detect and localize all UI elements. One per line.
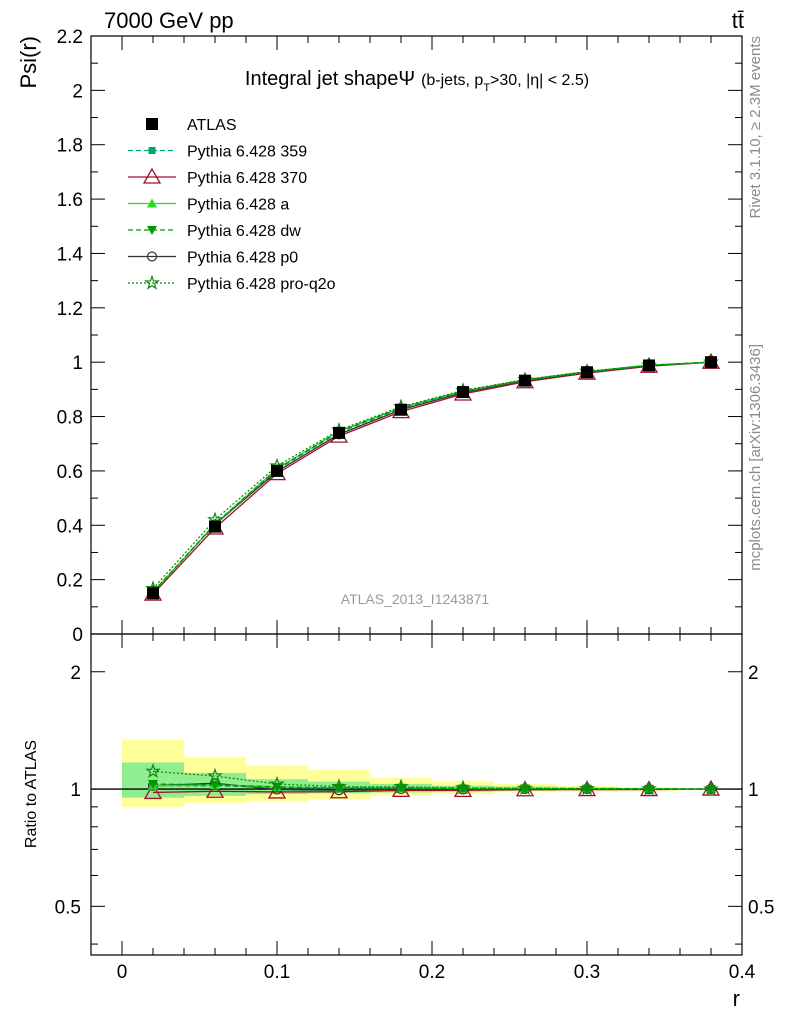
main-point-data bbox=[457, 386, 469, 399]
main-series-line-pq2o bbox=[152, 361, 712, 590]
legend-label-pdw: Pythia 6.428 dw bbox=[187, 223, 301, 240]
ratio-point-pq2o bbox=[641, 780, 657, 796]
ratio-series-line-pq2o bbox=[152, 770, 712, 790]
main-series-line-pp0 bbox=[152, 361, 712, 593]
ratio-point-pq2o bbox=[579, 780, 595, 796]
ratio-point-pq2o bbox=[207, 767, 223, 783]
main-series-line-p370 bbox=[152, 361, 712, 595]
ratio-axis-ticks: 0.5 0.5 1 1 2 2 0 0.1 0.2 0.3 0.4 bbox=[55, 634, 774, 983]
ratio-x-axis-label: r bbox=[733, 986, 740, 1011]
ratio-y-tick-label-right: 2 bbox=[748, 663, 759, 684]
legend-marker-pdw bbox=[147, 226, 157, 235]
ratio-point-p370 bbox=[143, 783, 163, 800]
legend-label-pp0: Pythia 6.428 p0 bbox=[187, 250, 298, 267]
main-series-line-pa bbox=[152, 361, 712, 593]
ratio-point-pq2o bbox=[703, 780, 719, 796]
legend-marker-pa bbox=[147, 198, 157, 208]
main-point-data bbox=[643, 359, 655, 372]
mcplots-label: mcplots.cern.ch [arXiv:1306.3436] bbox=[747, 344, 764, 571]
ratio-y-tick-label: 0.5 bbox=[55, 897, 81, 918]
main-y-tick-label: 1.6 bbox=[57, 190, 83, 211]
ratio-y-axis-label: Ratio to ATLAS bbox=[23, 740, 40, 848]
ratio-point-pdw bbox=[210, 780, 220, 790]
main-y-tick-label: 2.2 bbox=[57, 27, 83, 48]
ratio-x-tick-label: 0.2 bbox=[419, 962, 445, 983]
ratio-point-pq2o bbox=[393, 778, 409, 794]
main-y-tick-label: 0.2 bbox=[57, 571, 83, 592]
main-point-data bbox=[209, 520, 221, 533]
ratio-plot-frame bbox=[90, 633, 743, 956]
legend-marker-pp0 bbox=[146, 251, 158, 262]
ratio-x-tick-label: 0 bbox=[117, 962, 128, 983]
main-y-tick-label: 0.8 bbox=[57, 408, 83, 429]
chart-title-sub-T: T bbox=[483, 82, 490, 94]
main-point-data bbox=[147, 587, 159, 600]
ratio-point-pq2o bbox=[331, 778, 347, 794]
ratio-uncertainty-bands bbox=[91, 739, 742, 807]
legend-marker-p359 bbox=[148, 147, 156, 154]
main-y-tick-label: 1.2 bbox=[57, 299, 83, 320]
header-process-label: tt̄ bbox=[732, 8, 744, 33]
legend-label-p370: Pythia 6.428 370 bbox=[187, 170, 307, 187]
ratio-y-tick-label: 2 bbox=[70, 663, 81, 684]
main-y-axis-label: Psi(r) bbox=[16, 36, 41, 89]
chart-title-sub-suffix: >30, |η| < 2.5) bbox=[490, 72, 589, 89]
legend-marker-pq2o bbox=[144, 274, 160, 290]
ratio-series-layer bbox=[143, 763, 721, 800]
ratio-y-tick-label-right: 1 bbox=[748, 780, 759, 801]
main-y-tick-label: 1.8 bbox=[57, 136, 83, 157]
main-point-data bbox=[519, 374, 531, 387]
main-y-tick-label: 0.6 bbox=[57, 462, 83, 483]
ratio-point-pdw bbox=[458, 784, 468, 794]
legend: ATLAS Pythia 6.428 359 Pythia 6.428 370 Pyt… bbox=[128, 117, 336, 293]
main-point-data bbox=[333, 426, 345, 439]
main-y-tick-label: 1.4 bbox=[57, 244, 84, 265]
rivet-version-label: Rivet 3.1.10, ≥ 2.3M events bbox=[747, 36, 764, 219]
legend-marker-data bbox=[146, 118, 158, 130]
ratio-point-pq2o bbox=[269, 775, 285, 791]
main-y-tick-label: 0.4 bbox=[57, 516, 84, 537]
main-y-tick-label: 2 bbox=[72, 81, 83, 102]
chart-title-sub-prefix: (b-jets, p bbox=[421, 72, 483, 89]
ratio-y-tick-label: 1 bbox=[70, 780, 81, 801]
ratio-y-tick-label-right: 0.5 bbox=[748, 897, 774, 918]
main-point-data bbox=[581, 366, 593, 379]
chart-title-main: Integral jet shapeΨ bbox=[245, 68, 415, 90]
legend-marker-p370 bbox=[142, 167, 162, 184]
ratio-x-tick-label: 0.3 bbox=[574, 962, 600, 983]
analysis-watermark: ATLAS_2013_I1243871 bbox=[341, 591, 490, 607]
main-point-data bbox=[705, 356, 717, 369]
ratio-point-pdw bbox=[148, 780, 158, 790]
ratio-point-pq2o bbox=[517, 780, 533, 796]
main-series-layer bbox=[143, 352, 721, 601]
ratio-point-pq2o bbox=[455, 779, 471, 795]
main-y-tick-label: 0 bbox=[72, 625, 83, 646]
chart-title: Integral jet shapeΨ (b-jets, pT>30, |η| <… bbox=[245, 68, 589, 94]
main-series-line-pdw bbox=[152, 361, 712, 593]
main-series-line-p359 bbox=[152, 361, 712, 593]
header-energy-label: 7000 GeV pp bbox=[104, 8, 234, 33]
legend-label-pa: Pythia 6.428 a bbox=[187, 197, 289, 214]
legend-label-data: ATLAS bbox=[187, 117, 237, 134]
legend-label-p359: Pythia 6.428 359 bbox=[187, 144, 307, 161]
ratio-point-pq2o bbox=[145, 763, 161, 779]
ratio-point-p370 bbox=[205, 781, 225, 798]
main-y-tick-label: 1 bbox=[72, 353, 83, 374]
ratio-x-tick-label: 0.4 bbox=[729, 962, 756, 983]
main-point-data bbox=[271, 464, 283, 477]
main-axis-ticks: 0 0.2 0.4 0.6 0.8 1 1.2 1.4 1.6 1.8 2 2.2 bbox=[57, 27, 743, 646]
legend-label-pq2o: Pythia 6.428 pro-q2o bbox=[187, 276, 336, 293]
main-point-data bbox=[395, 403, 407, 416]
ratio-x-tick-label: 0.1 bbox=[264, 962, 290, 983]
ratio-point-pdw bbox=[396, 783, 406, 793]
